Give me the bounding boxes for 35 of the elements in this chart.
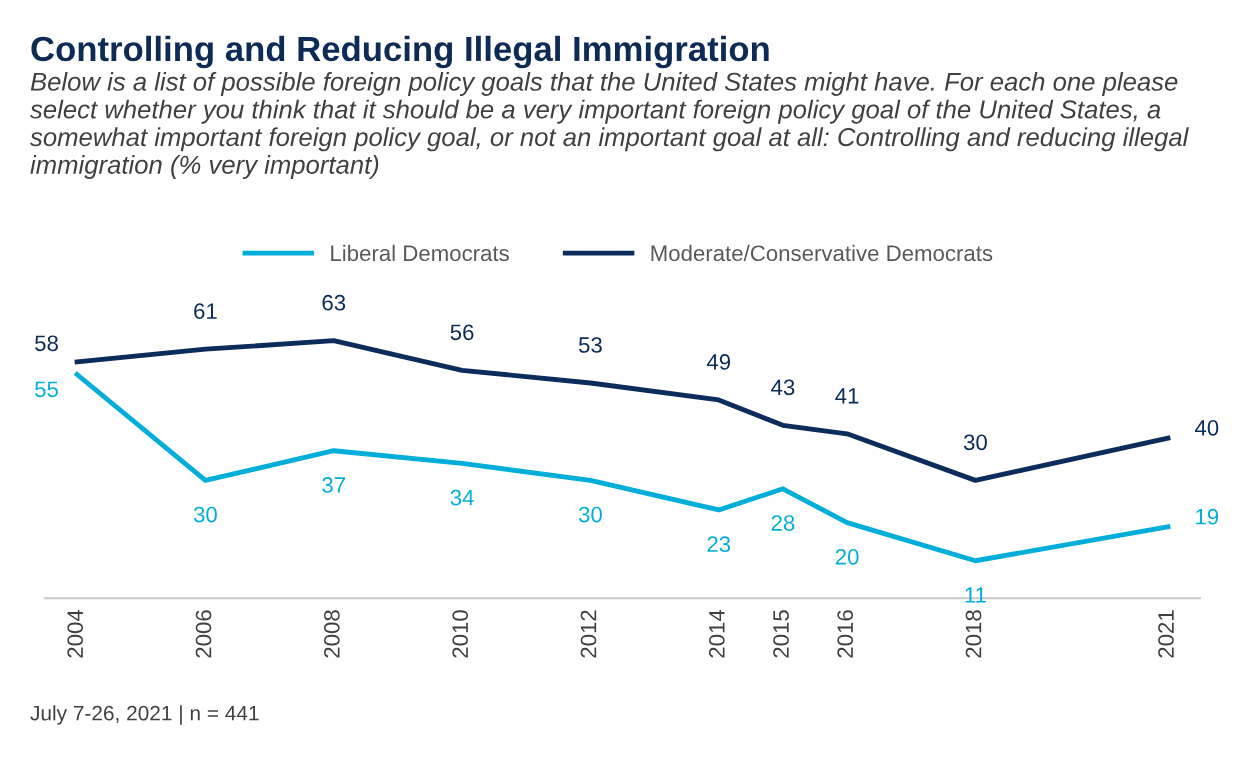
data-label: 63 bbox=[322, 294, 346, 311]
data-label: 30 bbox=[963, 434, 987, 451]
data-label: 43 bbox=[771, 379, 795, 396]
legend-label: Moderate/Conservative Democrats bbox=[651, 244, 993, 262]
data-label: 58 bbox=[35, 335, 58, 352]
data-label: 28 bbox=[771, 515, 795, 531]
data-label: 23 bbox=[707, 536, 731, 553]
data-label: 49 bbox=[706, 354, 731, 370]
data-label: 53 bbox=[578, 337, 602, 353]
x-tick-label: 2010 bbox=[452, 610, 469, 658]
data-label: 56 bbox=[450, 324, 474, 341]
text: July 7-26, 2021 | n = 441 bbox=[30, 705, 259, 725]
data-label: 37 bbox=[322, 477, 345, 493]
x-tick-label: 2012 bbox=[580, 610, 597, 658]
data-label: 40 bbox=[1194, 419, 1219, 436]
data-label: 61 bbox=[194, 303, 217, 320]
x-tick-label: 2004 bbox=[67, 609, 84, 658]
data-label: 34 bbox=[450, 489, 474, 506]
x-tick-label: 2014 bbox=[708, 609, 725, 658]
data-label: 11 bbox=[965, 587, 986, 603]
data-label: 20 bbox=[835, 549, 859, 565]
data-label: 30 bbox=[193, 506, 217, 523]
chart-title: Controlling and Reducing Illegal Immigration bbox=[31, 35, 769, 69]
x-tick-label: 2016 bbox=[837, 610, 854, 658]
x-tick-label: 2021 bbox=[1158, 610, 1174, 658]
data-label: 30 bbox=[578, 506, 602, 523]
x-tick-label: 2015 bbox=[773, 610, 789, 658]
data-label: 41 bbox=[835, 388, 859, 404]
chart-subtitle: Below is a list of possible foreign policy goals that the United States might have. For each one please select whether you think that it should be a very important foreign policy goal of the United States, a somewhat important foreign policy goal, or not an important goal at all: Controlling and reducing illegal immigration (% very important) bbox=[30, 72, 1189, 179]
data-label: 19 bbox=[1196, 508, 1219, 525]
x-tick-label: 2018 bbox=[965, 610, 982, 658]
legend-label: Liberal Democrats bbox=[331, 244, 509, 262]
data-label: 55 bbox=[35, 381, 58, 398]
x-tick-label: 2008 bbox=[323, 610, 340, 658]
x-tick-label: 2006 bbox=[195, 610, 212, 658]
